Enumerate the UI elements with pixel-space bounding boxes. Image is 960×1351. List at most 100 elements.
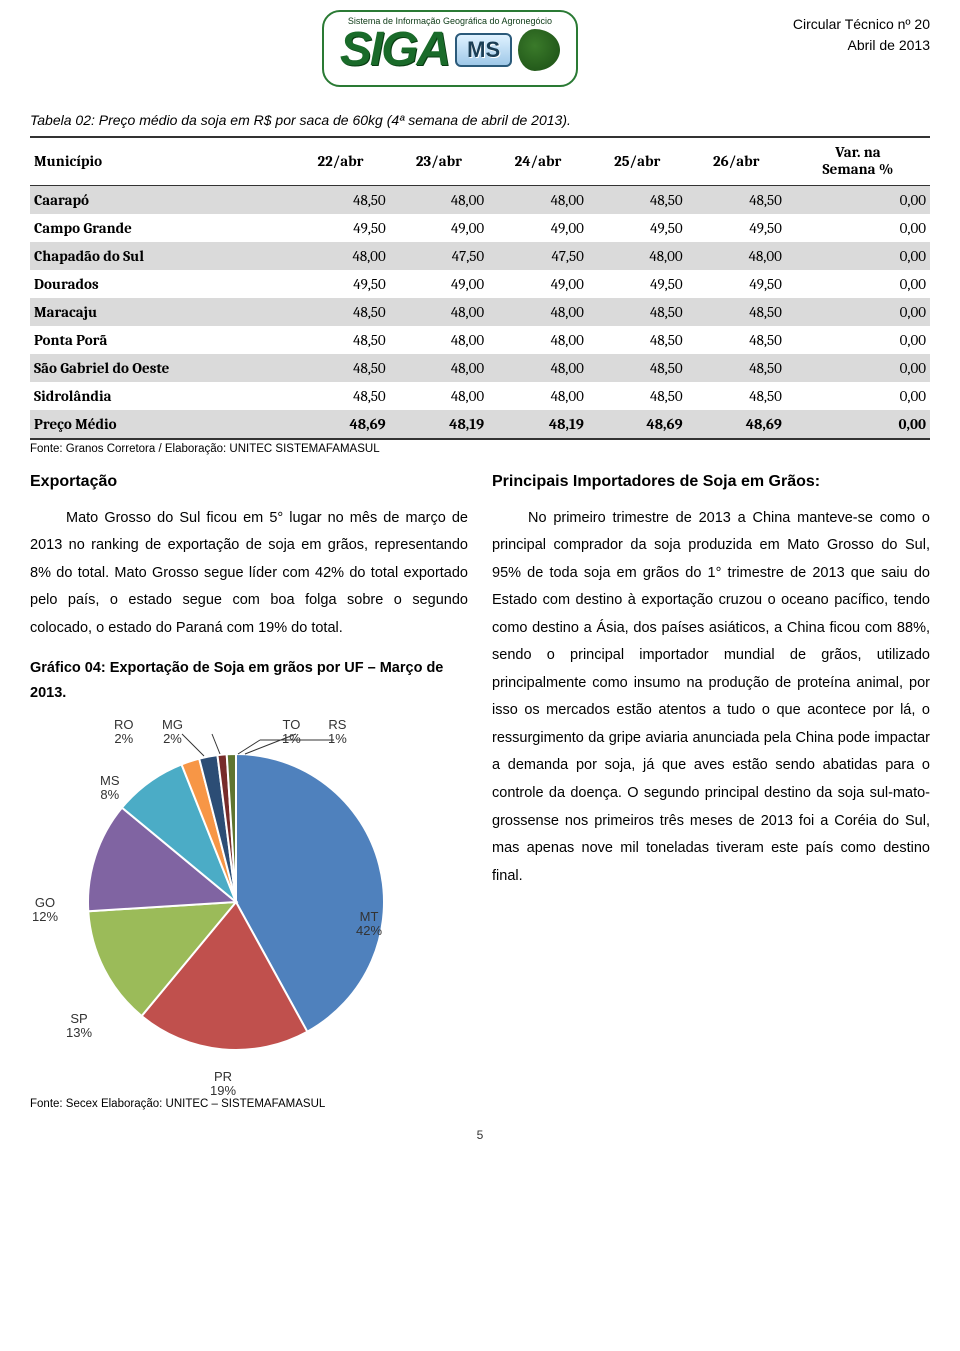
row-label: Dourados [30, 270, 291, 298]
table-col-header: 22/abr [291, 137, 389, 185]
exportacao-para: Mato Grosso do Sul ficou em 5° lugar no … [30, 505, 468, 643]
table-col-header: 24/abr [488, 137, 588, 185]
table-row: Preço Médio48,6948,1948,1948,6948,690,00 [30, 410, 930, 439]
row-value: 48,00 [488, 185, 588, 214]
table-row: Dourados49,5049,0049,0049,5049,500,00 [30, 270, 930, 298]
row-value: 48,50 [687, 326, 786, 354]
row-value: 48,19 [488, 410, 588, 439]
row-value: 48,50 [588, 298, 687, 326]
pie-label-ms: MS8% [100, 774, 120, 804]
row-value: 49,50 [687, 214, 786, 242]
row-value: 0,00 [786, 270, 930, 298]
row-value: 48,50 [687, 185, 786, 214]
table-row: Maracaju48,5048,0048,0048,5048,500,00 [30, 298, 930, 326]
pie-leader [182, 734, 204, 756]
row-value: 48,69 [687, 410, 786, 439]
row-value: 0,00 [786, 298, 930, 326]
page: Sistema de Informação Geográfica do Agro… [0, 0, 960, 1172]
row-value: 48,00 [390, 185, 488, 214]
table-row: Caarapó48,5048,0048,0048,5048,500,00 [30, 185, 930, 214]
table-col-header: 23/abr [390, 137, 488, 185]
row-value: 0,00 [786, 185, 930, 214]
table-head: Município22/abr23/abr24/abr25/abr26/abrV… [30, 137, 930, 185]
pie-label-pr: PR19% [210, 1070, 236, 1100]
row-value: 0,00 [786, 326, 930, 354]
row-value: 48,50 [588, 326, 687, 354]
table-row: Sidrolândia48,5048,0048,0048,5048,500,00 [30, 382, 930, 410]
chart-source: Fonte: Secex Elaboração: UNITEC – SISTEM… [30, 1098, 468, 1110]
row-label: Ponta Porã [30, 326, 291, 354]
row-label: Maracaju [30, 298, 291, 326]
table-col-header: 26/abr [687, 137, 786, 185]
row-label: Campo Grande [30, 214, 291, 242]
table-row: Chapadão do Sul48,0047,5047,5048,0048,00… [30, 242, 930, 270]
row-value: 0,00 [786, 410, 930, 439]
siga-ms-tag: MS [455, 33, 512, 67]
leaf-icon [518, 29, 560, 71]
doc-date: Abril de 2013 [793, 35, 930, 56]
table-row: São Gabriel do Oeste48,5048,0048,0048,50… [30, 354, 930, 382]
row-value: 49,00 [488, 270, 588, 298]
row-value: 0,00 [786, 382, 930, 410]
pie-label-go: GO12% [32, 896, 58, 926]
chart-caption: Gráfico 04: Exportação de Soja em grãos … [30, 656, 468, 705]
row-value: 49,50 [687, 270, 786, 298]
table-col-header: Município [30, 137, 291, 185]
row-value: 47,50 [390, 242, 488, 270]
table-source: Fonte: Granos Corretora / Elaboração: UN… [30, 443, 930, 455]
row-value: 48,50 [291, 298, 389, 326]
row-label: Caarapó [30, 185, 291, 214]
pie-leader [212, 734, 220, 754]
siga-text: SIGA [340, 22, 449, 77]
row-value: 48,00 [291, 242, 389, 270]
pie-label-ro: RO2% [114, 718, 134, 748]
pie-label-mt: MT42% [356, 910, 382, 940]
pie-label-mg: MG2% [162, 718, 183, 748]
row-value: 48,00 [588, 242, 687, 270]
row-value: 48,50 [687, 298, 786, 326]
row-value: 48,50 [291, 354, 389, 382]
row-label: Sidrolândia [30, 382, 291, 410]
row-value: 48,00 [488, 382, 588, 410]
row-value: 48,50 [291, 382, 389, 410]
row-value: 48,00 [390, 354, 488, 382]
row-value: 48,00 [390, 326, 488, 354]
row-value: 47,50 [488, 242, 588, 270]
table-col-header: 25/abr [588, 137, 687, 185]
row-value: 48,00 [390, 298, 488, 326]
row-value: 48,50 [687, 354, 786, 382]
row-value: 49,50 [291, 270, 389, 298]
row-value: 49,00 [488, 214, 588, 242]
importadores-para: No primeiro trimestre de 2013 a China ma… [492, 505, 930, 891]
row-value: 48,00 [390, 382, 488, 410]
page-header: Sistema de Informação Geográfica do Agro… [30, 10, 930, 106]
pie-label-rs: RS1% [328, 718, 347, 748]
row-value: 0,00 [786, 242, 930, 270]
row-value: 48,69 [291, 410, 389, 439]
price-table: Município22/abr23/abr24/abr25/abr26/abrV… [30, 136, 930, 440]
table-caption: Tabela 02: Preço médio da soja em R$ por… [30, 112, 930, 128]
row-value: 49,50 [588, 270, 687, 298]
row-value: 48,00 [488, 298, 588, 326]
row-value: 49,50 [291, 214, 389, 242]
right-column: Principais Importadores de Soja em Grãos… [492, 473, 930, 1110]
row-value: 48,50 [588, 382, 687, 410]
row-value: 48,00 [488, 326, 588, 354]
siga-logo: Sistema de Informação Geográfica do Agro… [322, 10, 578, 87]
pie-chart: MT42%PR19%SP13%GO12%MS8%RO2%MG2%TO1%RS1% [26, 712, 446, 1092]
row-value: 48,00 [687, 242, 786, 270]
row-label: Preço Médio [30, 410, 291, 439]
two-columns: Exportação Mato Grosso do Sul ficou em 5… [30, 473, 930, 1110]
row-value: 48,50 [588, 185, 687, 214]
table-row: Campo Grande49,5049,0049,0049,5049,500,0… [30, 214, 930, 242]
left-column: Exportação Mato Grosso do Sul ficou em 5… [30, 473, 468, 1110]
row-value: 49,50 [588, 214, 687, 242]
row-value: 48,19 [390, 410, 488, 439]
row-value: 49,00 [390, 270, 488, 298]
page-number: 5 [30, 1128, 930, 1142]
circular-number: Circular Técnico nº 20 [793, 14, 930, 35]
table-row: Ponta Porã48,5048,0048,0048,5048,500,00 [30, 326, 930, 354]
row-value: 48,50 [291, 326, 389, 354]
pie-label-sp: SP13% [66, 1012, 92, 1042]
row-value: 0,00 [786, 354, 930, 382]
